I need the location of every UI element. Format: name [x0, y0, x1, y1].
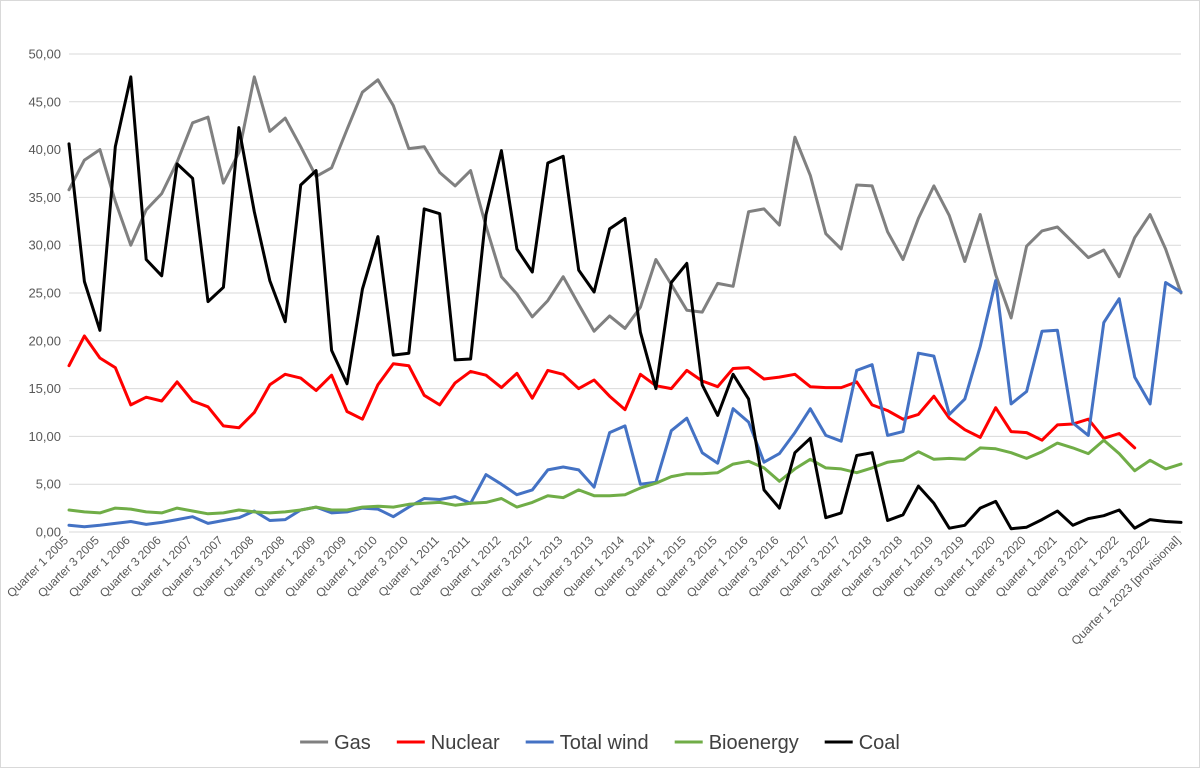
series-line-nuclear [67, 334, 1137, 450]
series-line-bioenergy [67, 438, 1183, 516]
legend-item-gas: Gas [300, 732, 371, 754]
legend: Gas Nuclear Total wind Bioenergy Coal [300, 732, 900, 754]
legend-label: Nuclear [431, 732, 500, 754]
y-tick-label: 20,00 [28, 333, 61, 348]
series-line-gas [67, 75, 1183, 333]
legend-label: Gas [334, 732, 371, 754]
legend-label: Coal [859, 732, 900, 754]
series-line-coal [67, 75, 1183, 531]
y-axis: 0,00 5,00 10,00 15,00 20,00 25,00 30,00 35,00 40… [28, 47, 61, 540]
legend-item-nuclear: Nuclear [396, 732, 500, 754]
legend-label: Total wind [560, 732, 649, 754]
series-line-total-wind [67, 279, 1183, 529]
y-tick-label: 30,00 [28, 238, 61, 253]
y-tick-label: 40,00 [28, 142, 61, 157]
gridlines [69, 53, 1181, 533]
y-tick-label: 10,00 [28, 429, 61, 444]
y-tick-label: 0,00 [36, 525, 61, 540]
y-tick-label: 35,00 [28, 190, 61, 205]
y-tick-label: 15,00 [28, 381, 61, 396]
y-tick-label: 45,00 [28, 94, 61, 109]
y-tick-label: 50,00 [28, 47, 61, 62]
y-tick-label: 5,00 [36, 477, 61, 492]
legend-item-bioenergy: Bioenergy [674, 732, 799, 754]
legend-item-coal: Coal [824, 732, 900, 754]
series-lines [67, 75, 1183, 531]
legend-item-total-wind: Total wind [525, 732, 649, 754]
y-tick-label: 25,00 [28, 286, 61, 301]
legend-label: Bioenergy [709, 732, 799, 754]
